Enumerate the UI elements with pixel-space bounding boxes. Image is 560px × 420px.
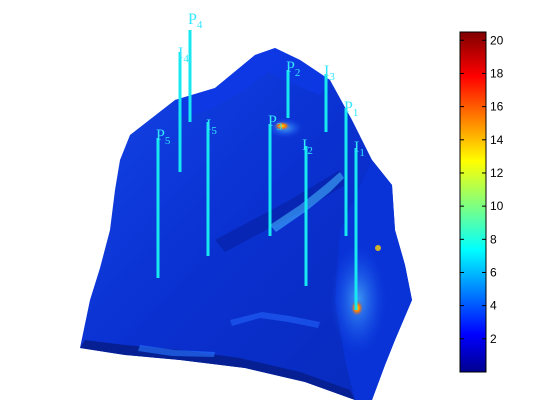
well-label-letter: P (344, 99, 353, 116)
well-label-subscript: 3 (277, 121, 283, 133)
well-label-subscript: 1 (353, 107, 359, 119)
well-label-letter: P (268, 113, 277, 130)
surface-mid-channel (230, 312, 320, 328)
well-label-i5: I5 (206, 117, 217, 137)
well-label-letter: P (286, 59, 295, 76)
well-label-subscript: 1 (359, 147, 365, 159)
colorbar-tick-label: 4 (490, 299, 497, 313)
well-label-i4: I4 (178, 45, 189, 65)
well-label-i1: I1 (354, 139, 365, 159)
well-label-letter: P (156, 127, 165, 144)
colorbar-tick-label: 12 (490, 166, 504, 180)
well-label-subscript: 4 (183, 53, 189, 65)
colorbar-tick-label: 16 (490, 100, 504, 114)
colorbar-ticks: 2 4 6 8 10 12 14 16 18 20 (460, 33, 504, 346)
colorbar-tick-label: 6 (490, 265, 497, 279)
well-label-i2: I2 (302, 137, 313, 157)
well-label-subscript: 5 (165, 135, 171, 147)
well-label-p2: P2 (286, 59, 300, 79)
colorbar-tick-label: 14 (490, 133, 504, 147)
colorbar-tick-label: 10 (490, 199, 504, 213)
well-label-letter: I (354, 139, 359, 156)
well-label-subscript: 2 (307, 145, 313, 157)
well-label-subscript: 5 (211, 125, 217, 137)
colorbar: 2 4 6 8 10 12 14 16 18 20 (459, 31, 504, 373)
surface-ridge (175, 48, 330, 118)
surface-left-channel (138, 345, 215, 357)
colorbar-gradient (459, 31, 487, 373)
well-label-p1: P1 (344, 99, 358, 119)
well-label-letter: I (178, 45, 183, 62)
well-label-letter: P (188, 11, 197, 28)
well-label-subscript: 4 (197, 19, 203, 31)
well-label-p4: P4 (188, 11, 203, 31)
colorbar-tick-label: 8 (490, 232, 497, 246)
well-label-p5: P5 (156, 127, 171, 147)
well-label-letter: I (206, 117, 211, 134)
surface-front-edge (80, 340, 355, 400)
surface-dark-band (215, 170, 345, 252)
reservoir-surface (80, 48, 412, 400)
colorbar-tick-label: 2 (490, 332, 497, 346)
well-label-letter: I (302, 137, 307, 154)
well-label-subscript: 3 (329, 71, 335, 83)
well-label-p3: P3 (268, 113, 283, 133)
colorbar-tick-label: 20 (490, 33, 504, 47)
well-label-letter: I (324, 63, 329, 80)
well-label-subscript: 2 (295, 67, 301, 79)
colorbar-tick-label: 18 (490, 66, 504, 80)
well-label-i3: I3 (324, 63, 335, 83)
hotspot-small (375, 245, 381, 251)
hotspot-p3 (273, 121, 291, 131)
